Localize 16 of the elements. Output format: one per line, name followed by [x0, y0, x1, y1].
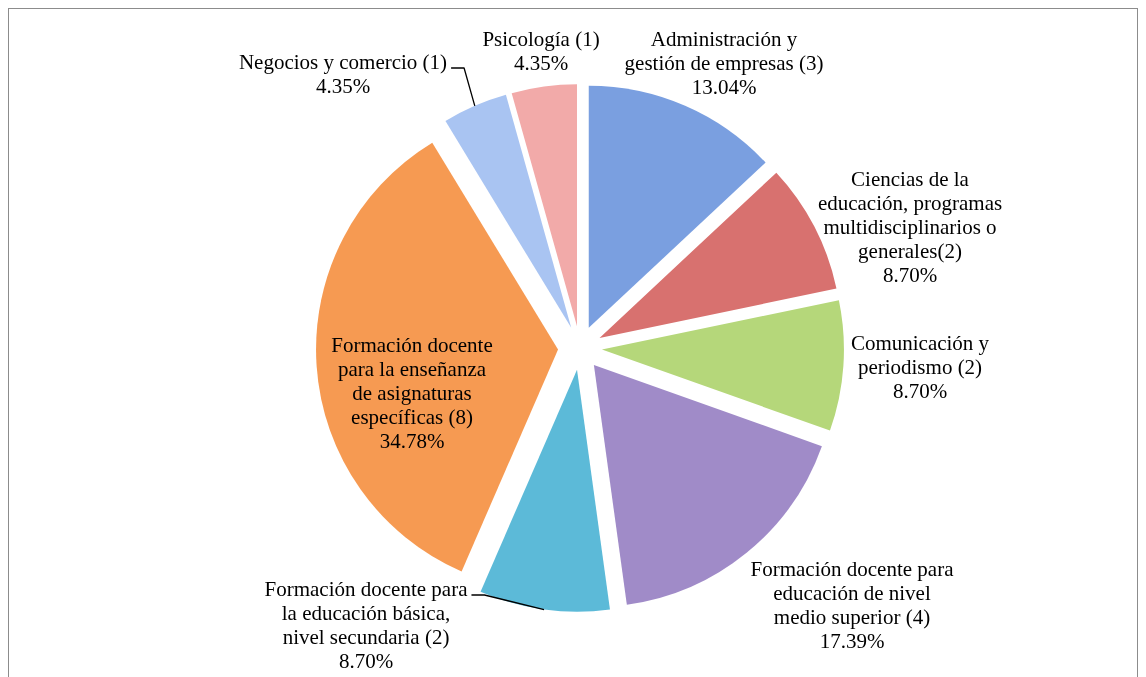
slice-label: Administración y gestión de empresas (3) [624, 26, 824, 75]
slice-label: Psicología (1) [482, 26, 600, 51]
slice-label: Comunicación y periodismo (2) [850, 330, 990, 379]
data-label: 34.78% [379, 428, 445, 453]
slice-label: Formación docente para la educación básica, nivel secundaria (2) [264, 576, 469, 649]
slice-label: Formación docente para la enseñanza de asignaturas específicas (8) [331, 332, 493, 429]
slice-label: Formación docente para educación de nivel medio superior (4) [750, 556, 955, 629]
data-label: 8.70% [892, 378, 948, 403]
data-label: 4.35% [315, 73, 371, 98]
data-label: 17.39% [819, 628, 885, 653]
data-label: 4.35% [513, 50, 569, 75]
slice-label: Negocios y comercio (1) [238, 49, 448, 74]
data-label: 8.70% [882, 262, 938, 287]
data-label: 13.04% [691, 74, 757, 99]
slice-label: Ciencias de la educación, programas multidisciplinarios o generales(2) [817, 166, 1003, 263]
data-label: 8.70% [338, 648, 394, 673]
